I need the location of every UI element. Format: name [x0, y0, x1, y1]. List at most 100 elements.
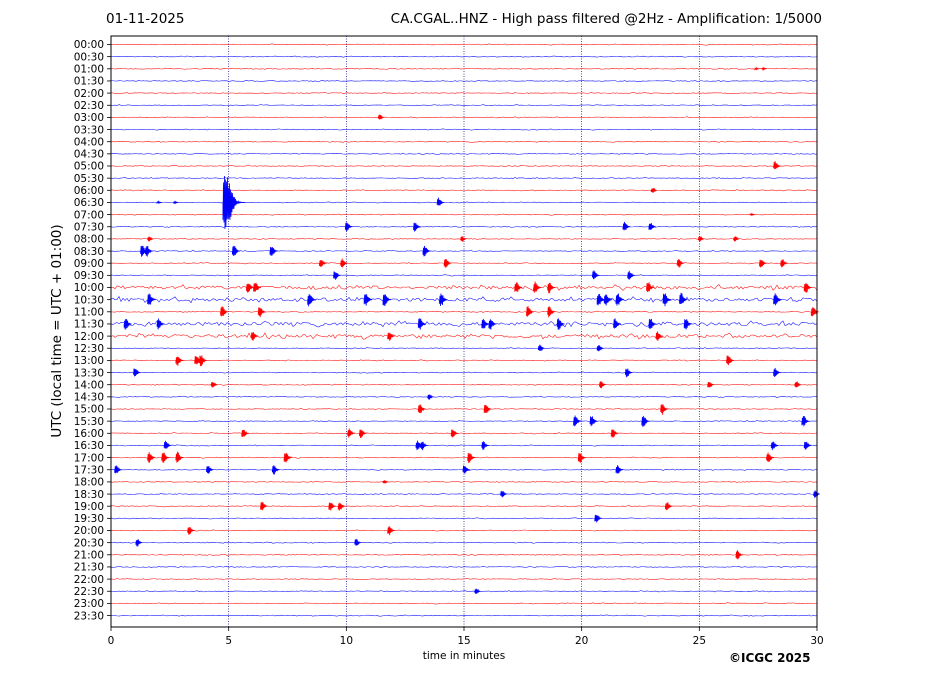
event-0500-28.2 — [773, 161, 781, 170]
trace-2230 — [110, 590, 818, 593]
event-0930-22 — [627, 270, 635, 280]
event-1500-13.1 — [417, 404, 426, 414]
y-tick-label: 18:00 — [74, 477, 104, 489]
y-tick-label: 14:30 — [74, 392, 104, 404]
event-1130-16.1 — [488, 319, 497, 330]
grid-lines — [228, 36, 700, 627]
y-tick-label: 05:30 — [74, 173, 104, 185]
trace-1300 — [110, 359, 817, 362]
event-1600-21.3 — [610, 429, 619, 438]
event-1700-19.9 — [577, 453, 586, 463]
y-tick-label: 09:00 — [74, 258, 104, 270]
y-tick-label: 03:30 — [74, 124, 104, 136]
event-1130-2 — [156, 318, 165, 330]
event-1730-0.2 — [114, 465, 122, 474]
copyright-label: ©ICGC 2025 — [729, 651, 811, 665]
event-1730-4.1 — [206, 466, 214, 474]
y-tick-label: 08:00 — [74, 234, 104, 246]
event-1030-10.8 — [363, 294, 373, 306]
trace-2330 — [110, 614, 818, 617]
event-0100-27.7 — [761, 66, 767, 71]
y-tick-label: 01:00 — [74, 64, 104, 76]
y-tick-label: 00:00 — [74, 39, 104, 51]
event-2000-11.8 — [387, 525, 395, 536]
event-1130-19 — [556, 318, 565, 330]
event-1530-20.4 — [589, 416, 598, 427]
event-1030-28.2 — [773, 293, 782, 306]
trace-2030 — [110, 541, 818, 544]
trace-group — [110, 43, 818, 617]
y-tick-label: 13:00 — [74, 355, 104, 367]
event-1500-23.4 — [660, 404, 669, 415]
trace-0330 — [110, 128, 818, 131]
trace-1800 — [110, 480, 818, 483]
event-1130-24.4 — [683, 319, 692, 330]
y-tick-label: 17:00 — [74, 452, 104, 464]
x-tick-label: 30 — [810, 635, 823, 647]
x-axis-label: time in minutes — [422, 650, 506, 662]
trace-1500 — [110, 407, 818, 411]
event-1030-24.2 — [679, 292, 688, 304]
event-1100-4.7 — [220, 306, 229, 317]
y-tick-label: 18:30 — [74, 489, 104, 501]
x-tick-label: 25 — [693, 635, 706, 647]
y-tick-label: 11:00 — [74, 307, 104, 319]
event-1000-5.8 — [246, 283, 255, 293]
event-0900-27.6 — [759, 259, 767, 268]
event-group — [114, 66, 820, 595]
event-1330-21.9 — [624, 368, 633, 378]
event-1200-6 — [250, 332, 259, 341]
event-0630-2 — [156, 200, 162, 205]
trace-2300 — [110, 602, 818, 605]
event-0630-2.7 — [173, 200, 179, 205]
y-tick-label: 06:00 — [74, 185, 104, 197]
x-tick-label: 20 — [575, 635, 588, 647]
event-1400-4.3 — [210, 381, 218, 388]
trace-1900 — [110, 505, 818, 508]
event-0830-1.5 — [144, 245, 153, 257]
y-tick-label: 15:30 — [74, 416, 104, 428]
trace-1600 — [110, 432, 818, 435]
event-1700-7.4 — [283, 452, 292, 463]
event-1100-6.3 — [257, 307, 266, 318]
event-1000-22.8 — [646, 282, 655, 292]
y-tick-label: 02:00 — [74, 88, 104, 100]
trace-1700 — [110, 456, 818, 459]
trace-2100 — [110, 553, 818, 556]
trace-2130 — [110, 565, 818, 568]
trace-0400 — [110, 140, 818, 143]
event-1000-6.1 — [253, 282, 262, 292]
chart-title: CA.CGAL..HNZ - High pass filtered @2Hz -… — [390, 11, 822, 27]
y-tick-label: 16:00 — [74, 428, 104, 440]
event-0300-11.4 — [377, 114, 384, 120]
event-1500-15.9 — [483, 404, 492, 414]
event-1030-20.7 — [596, 293, 606, 306]
event-1100-29.8 — [810, 307, 819, 317]
event-1000-18 — [533, 281, 542, 293]
trace-0530 — [110, 177, 818, 180]
event-1130-0.6 — [123, 319, 132, 330]
event-1330-1 — [133, 368, 141, 377]
y-tick-label: 14:00 — [74, 379, 104, 391]
trace-1930 — [110, 517, 818, 520]
event-1900-9.3 — [328, 502, 336, 511]
event-1100-18.6 — [547, 306, 556, 318]
x-tick-label: 10 — [340, 635, 353, 647]
event-1330-28.2 — [773, 367, 781, 377]
event-0930-20.5 — [592, 270, 600, 280]
event-1130-13.1 — [417, 318, 426, 330]
event-1600-5.6 — [241, 429, 249, 438]
trace-0200 — [110, 92, 818, 95]
y-tick-label: 00:30 — [74, 51, 104, 63]
y-tick-label: 05:00 — [74, 161, 104, 173]
event-1800-11.6 — [382, 480, 389, 484]
trace-0430 — [110, 152, 818, 155]
y-tick-label: 21:30 — [74, 562, 104, 574]
event-0730-22.9 — [648, 223, 656, 231]
y-tick-label: 11:30 — [74, 319, 104, 331]
event-0900-28.5 — [780, 259, 788, 268]
event-0830-6.8 — [269, 247, 278, 256]
event-1900-23.6 — [664, 502, 673, 511]
event-1700-2.2 — [161, 452, 170, 463]
event-1130-22.9 — [648, 318, 657, 330]
